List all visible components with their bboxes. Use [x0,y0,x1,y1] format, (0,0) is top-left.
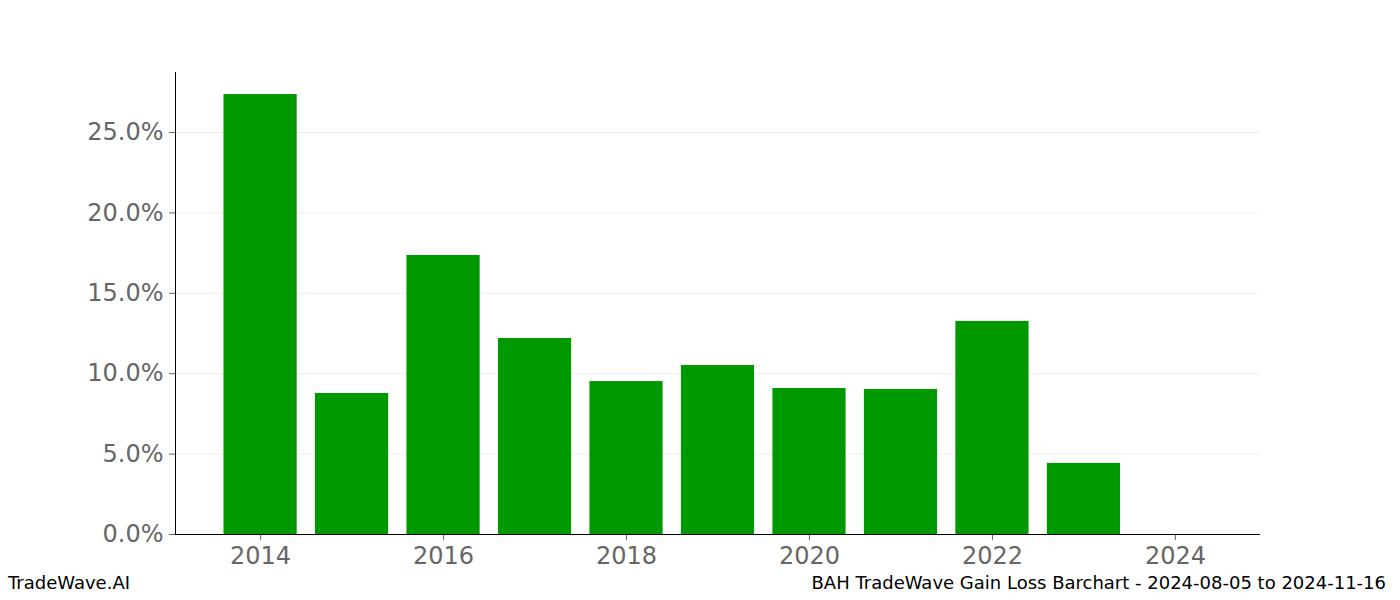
svg-text:10.0%: 10.0% [87,359,163,387]
svg-text:2020: 2020 [779,542,840,570]
svg-text:5.0%: 5.0% [103,440,164,468]
svg-text:15.0%: 15.0% [87,279,163,307]
svg-text:2018: 2018 [596,542,657,570]
svg-text:20.0%: 20.0% [87,199,163,227]
svg-text:2022: 2022 [962,542,1023,570]
svg-text:2016: 2016 [413,542,474,570]
svg-text:2014: 2014 [230,542,291,570]
html-text:TradeWave.AI: TradeWave.AI [8,572,130,593]
svg-text:0.0%: 0.0% [103,520,164,548]
svg-text:2024: 2024 [1145,542,1206,570]
html-text:BAH TradeWave Gain Loss Barcha: BAH TradeWave Gain Loss Barchart - 2024-… [811,572,1386,593]
svg-text:25.0%: 25.0% [87,118,163,146]
